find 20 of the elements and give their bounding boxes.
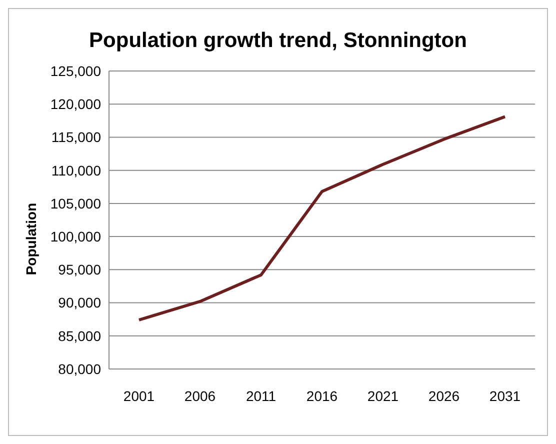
y-tick-label: 110,000	[51, 162, 102, 178]
y-tick-label: 115,000	[51, 129, 102, 146]
y-tick-label: 105,000	[50, 195, 102, 212]
x-tick-label: 2011	[246, 388, 276, 404]
x-tick-label: 2006	[184, 388, 216, 404]
line-series	[138, 115, 506, 322]
y-tick-label: 120,000	[50, 96, 102, 112]
y-tick-label: 95,000	[58, 262, 102, 278]
y-axis-title: Population	[23, 202, 39, 276]
x-tick-label: 2026	[428, 388, 460, 404]
chart-title: Population growth trend, Stonnington	[88, 29, 468, 54]
y-tick-label: 85,000	[58, 328, 102, 344]
y-tick-label: 80,000	[58, 360, 102, 377]
y-tick-label: 90,000	[58, 294, 102, 311]
x-tick-label: 2001	[123, 388, 155, 404]
x-tick-label: 2021	[367, 388, 399, 404]
x-tick-label: 2031	[489, 388, 521, 404]
y-tick-label: 125,000	[50, 62, 102, 79]
x-tick-label: 2016	[306, 388, 338, 404]
y-tick-label: 100,000	[50, 228, 102, 245]
